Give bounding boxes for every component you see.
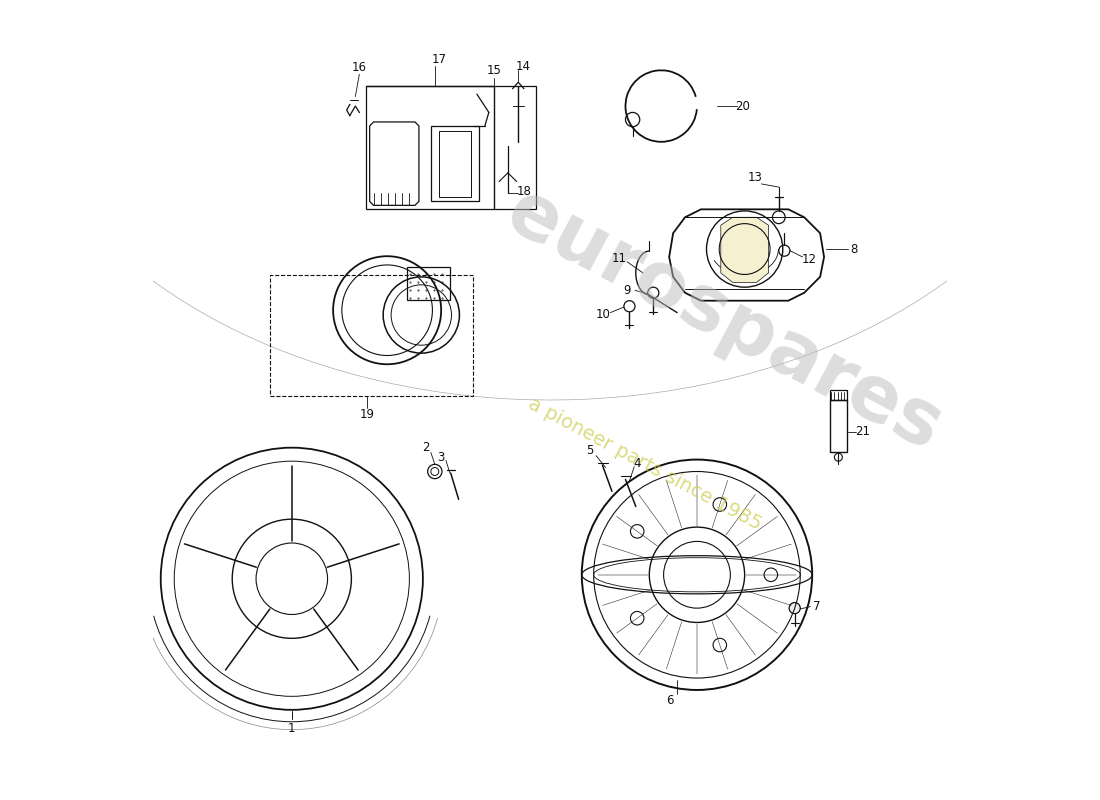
Text: 12: 12: [802, 253, 816, 266]
Text: a pioneer parts since 1985: a pioneer parts since 1985: [526, 394, 766, 534]
Text: 19: 19: [360, 408, 375, 421]
Bar: [829, 390, 847, 400]
Text: 11: 11: [612, 252, 627, 265]
Text: 15: 15: [487, 64, 502, 77]
Text: 14: 14: [516, 60, 530, 73]
Bar: [271, 275, 473, 396]
Bar: [431, 126, 478, 202]
Text: 6: 6: [667, 694, 673, 707]
Bar: [407, 266, 450, 300]
Text: 4: 4: [634, 457, 641, 470]
Text: 1: 1: [288, 722, 296, 734]
Polygon shape: [720, 218, 769, 282]
Bar: [829, 400, 847, 452]
Text: 18: 18: [517, 186, 532, 198]
Text: 16: 16: [352, 62, 366, 74]
Bar: [365, 86, 537, 210]
Text: 17: 17: [431, 54, 447, 66]
Text: 13: 13: [748, 171, 762, 184]
Text: 20: 20: [736, 99, 750, 113]
Text: 10: 10: [596, 309, 611, 322]
Text: 3: 3: [438, 450, 444, 464]
Text: 7: 7: [813, 600, 821, 613]
Text: 5: 5: [586, 444, 593, 458]
Bar: [439, 130, 471, 197]
Text: 2: 2: [422, 441, 430, 454]
Text: eurospares: eurospares: [494, 174, 955, 466]
Text: 21: 21: [855, 426, 870, 438]
Circle shape: [789, 602, 801, 614]
Text: 8: 8: [850, 242, 858, 255]
Text: 9: 9: [624, 284, 630, 297]
